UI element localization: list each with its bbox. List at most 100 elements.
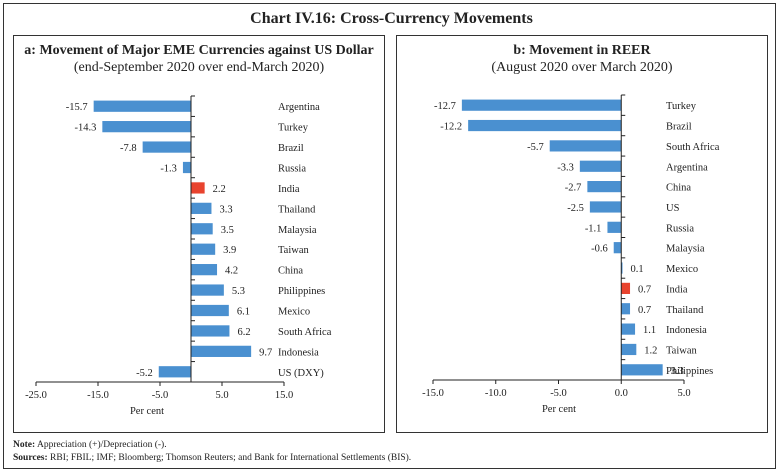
data-label: 9.7	[259, 347, 272, 358]
bar-us	[589, 201, 622, 213]
data-label: -5.2	[136, 368, 153, 379]
category-label: South Africa	[666, 142, 720, 153]
x-axis-title: Per cent	[542, 404, 576, 415]
bar-indonesia	[191, 345, 252, 357]
x-tick-label: 15.0	[275, 390, 293, 401]
x-tick-label: -5.0	[550, 388, 567, 399]
category-label: Malaysia	[278, 225, 317, 236]
category-label: Turkey	[278, 123, 309, 134]
bar-mexico	[191, 304, 229, 317]
data-label: -14.3	[74, 123, 96, 134]
bar-taiwan	[621, 343, 637, 356]
bar-india	[621, 282, 631, 294]
data-label: 3.3	[219, 204, 232, 215]
panel-b-subtitle: (August 2020 over March 2020)	[491, 60, 673, 75]
data-label: 3.3	[671, 366, 684, 377]
data-label: 1.2	[644, 345, 657, 356]
data-label: 4.2	[225, 266, 238, 277]
category-label: Russia	[278, 164, 306, 175]
category-label: US	[666, 203, 680, 214]
x-tick-label: -25.0	[25, 390, 47, 401]
bar-china	[587, 181, 622, 193]
data-label: 6.1	[237, 307, 250, 318]
panel-a-title: a: Movement of Major EME Currencies agai…	[24, 43, 374, 58]
x-tick-label: 0.0	[615, 388, 628, 399]
data-label: 3.9	[223, 245, 236, 256]
data-label: 0.1	[631, 264, 644, 275]
category-label: Taiwan	[278, 245, 310, 256]
data-label: 1.1	[643, 325, 656, 336]
x-tick-label: 5.0	[215, 390, 228, 401]
bar-argentina	[579, 160, 622, 172]
x-tick-label: -15.0	[422, 388, 444, 399]
bar-brazil	[468, 119, 622, 132]
panel-b: b: Movement in REER (August 2020 over Ma…	[396, 35, 768, 433]
category-label: Indonesia	[278, 347, 319, 358]
category-label: Brazil	[666, 122, 692, 133]
category-label: South Africa	[278, 327, 332, 338]
sources-line: Sources: RBI; FBIL; IMF; Bloomberg; Thom…	[13, 453, 411, 463]
category-label: Thailand	[278, 204, 316, 215]
panel-b-title-block: b: Movement in REER (August 2020 over Ma…	[397, 36, 767, 76]
bar-malaysia	[613, 242, 622, 254]
category-label: Turkey	[666, 101, 697, 112]
bar-south-africa	[549, 140, 622, 152]
note-text: Appreciation (+)/Depreciation (-).	[35, 440, 167, 450]
category-label: Indonesia	[666, 325, 707, 336]
data-label: -2.5	[567, 203, 584, 214]
category-label: India	[666, 284, 688, 295]
bar-argentina	[93, 100, 191, 112]
x-tick-label: -5.0	[152, 390, 169, 401]
bar-turkey	[461, 99, 622, 111]
sources-label: Sources:	[13, 453, 48, 463]
category-label: Taiwan	[666, 345, 698, 356]
bar-malaysia	[191, 223, 213, 235]
bar-philippines	[191, 284, 224, 296]
category-label: China	[666, 183, 691, 194]
data-label: 6.2	[237, 327, 250, 338]
main-title: Chart IV.16: Cross-Currency Movements	[250, 10, 533, 27]
category-label: China	[278, 266, 303, 277]
category-label: Malaysia	[666, 244, 705, 255]
bar-brazil	[142, 141, 191, 153]
bar-russia	[182, 161, 191, 174]
bar-thailand	[191, 202, 212, 214]
data-label: -1.1	[585, 223, 602, 234]
data-label: 2.2	[213, 184, 226, 195]
data-label: -2.7	[565, 183, 582, 194]
category-label: Thailand	[666, 305, 704, 316]
category-label: Argentina	[666, 162, 708, 173]
bar-south-africa	[191, 325, 230, 337]
category-label: Argentina	[278, 102, 320, 113]
x-tick-label: -10.0	[485, 388, 507, 399]
bar-taiwan	[191, 243, 216, 255]
data-label: -7.8	[120, 143, 137, 154]
data-label: 3.5	[221, 225, 234, 236]
category-label: Philippines	[666, 366, 713, 377]
bar-us-dxy-	[158, 366, 191, 378]
data-label: 0.7	[638, 284, 651, 295]
category-label: India	[278, 184, 300, 195]
bar-turkey	[102, 121, 191, 133]
panel-b-title: b: Movement in REER	[513, 43, 651, 58]
category-label: Mexico	[278, 307, 310, 318]
panel-a-title-block: a: Movement of Major EME Currencies agai…	[14, 36, 384, 76]
data-label: -12.7	[434, 101, 456, 112]
panel-a-subtitle: (end-September 2020 over end-March 2020)	[73, 60, 325, 75]
data-label: -3.3	[557, 162, 574, 173]
panel-a: a: Movement of Major EME Currencies agai…	[13, 35, 385, 433]
category-label: Brazil	[278, 143, 304, 154]
bar-china	[191, 264, 218, 276]
data-label: 5.3	[232, 286, 245, 297]
x-axis-title: Per cent	[130, 406, 164, 417]
category-label: Russia	[666, 223, 694, 234]
x-tick-label: -15.0	[87, 390, 109, 401]
category-label: Philippines	[278, 286, 325, 297]
bar-russia	[607, 221, 622, 233]
data-label: 0.7	[638, 305, 651, 316]
note-line: Note: Appreciation (+)/Depreciation (-).	[13, 440, 167, 450]
data-label: -5.7	[527, 142, 544, 153]
bar-thailand	[621, 303, 631, 315]
data-label: -15.7	[66, 102, 88, 113]
